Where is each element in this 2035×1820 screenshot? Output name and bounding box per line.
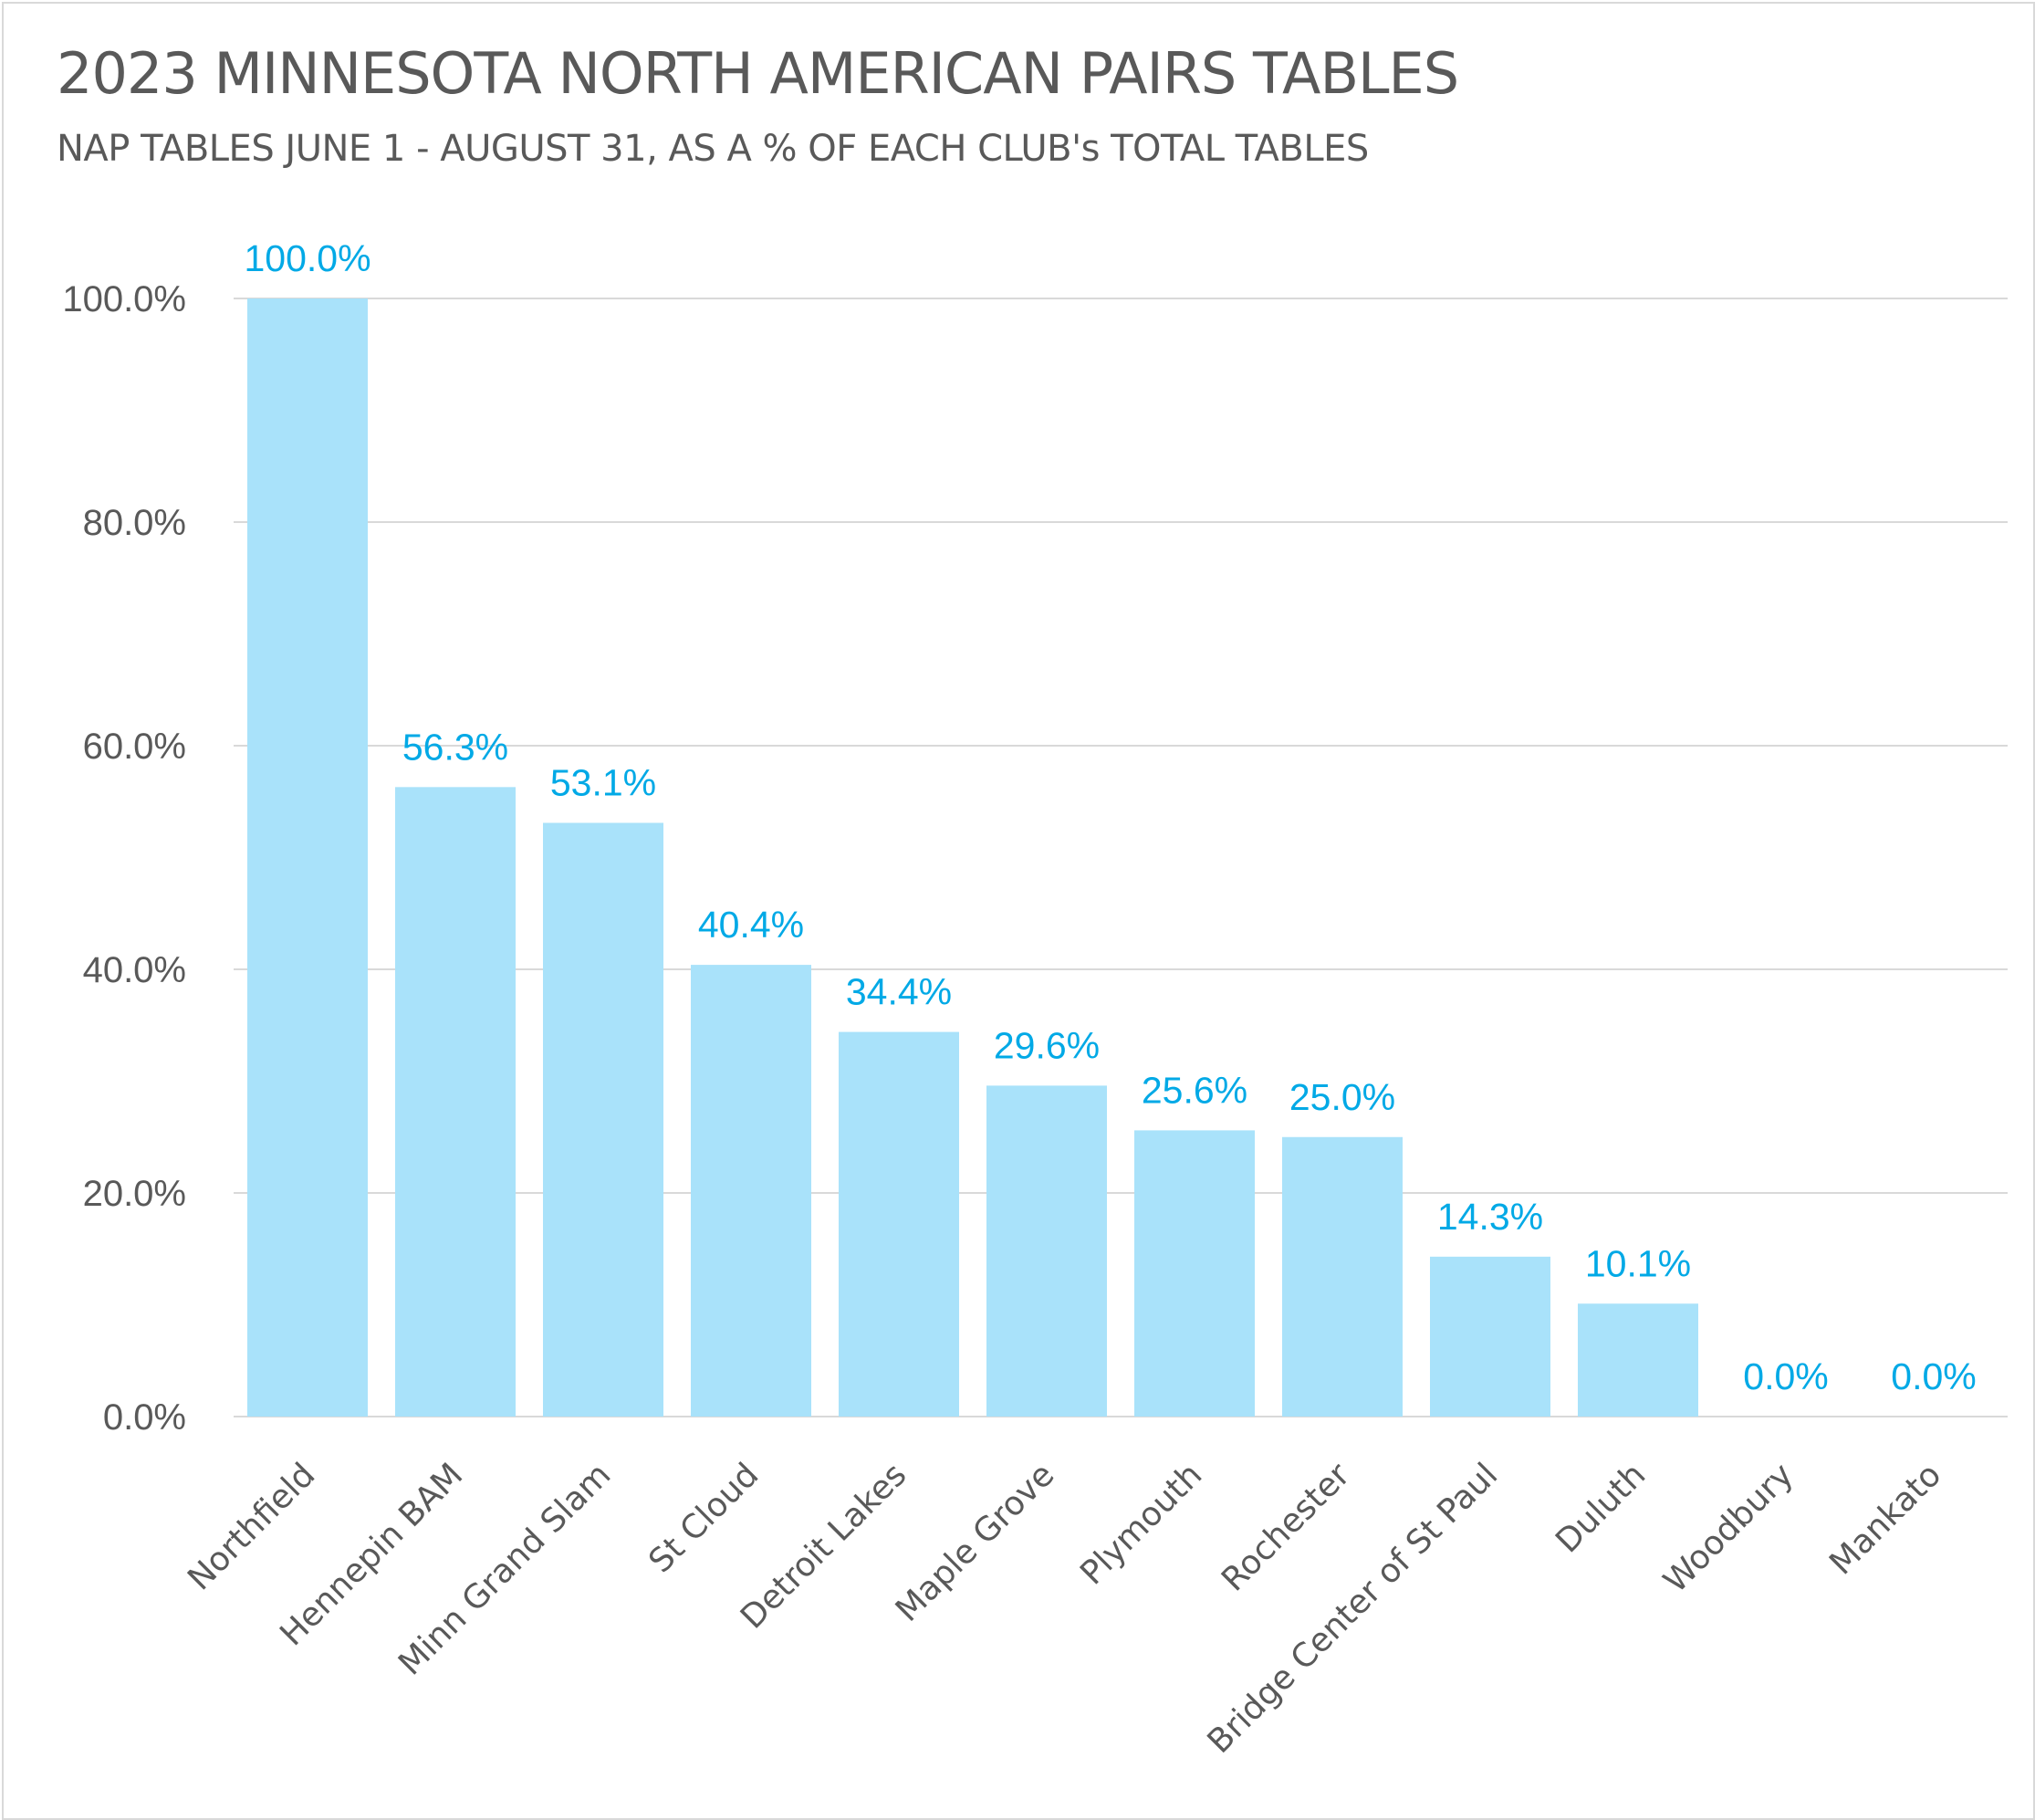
- y-tick-label: 60.0%: [83, 727, 186, 767]
- bar: [395, 787, 516, 1417]
- x-tick-label: Woodbury: [1657, 1456, 1801, 1600]
- data-label: 25.0%: [1289, 1076, 1395, 1118]
- bar: [1430, 1256, 1550, 1417]
- data-label: 34.4%: [846, 971, 952, 1013]
- data-label: 0.0%: [1743, 1355, 1828, 1397]
- x-tick-label: Bridge Center of St Paul: [1201, 1456, 1506, 1761]
- data-label: 14.3%: [1437, 1196, 1543, 1238]
- data-label: 10.1%: [1585, 1242, 1691, 1284]
- bar: [247, 298, 368, 1417]
- x-tick-label: Rochester: [1215, 1456, 1357, 1598]
- chart-subtitle: NAP TABLES JUNE 1 - AUGUST 31, AS A % OF…: [57, 128, 1369, 170]
- bar: [986, 1085, 1107, 1417]
- x-tick-label: Mankato: [1822, 1456, 1948, 1582]
- data-label: 25.6%: [1142, 1069, 1247, 1111]
- gridlines: [234, 298, 2008, 1417]
- data-labels: 100.0% 56.3% 53.1% 40.4% 34.4% 29.6% 25.6% 25.0…: [244, 237, 1976, 1397]
- bar: [691, 965, 811, 1417]
- x-tick-label: Plymouth: [1073, 1456, 1209, 1592]
- chart-title: 2023 MINNESOTA NORTH AMERICAN PAIRS TABL…: [57, 40, 1459, 107]
- bar: [839, 1031, 959, 1417]
- bar: [543, 822, 663, 1417]
- y-tick-label: 80.0%: [83, 503, 186, 543]
- data-label: 40.4%: [698, 904, 804, 946]
- bar: [1282, 1136, 1403, 1417]
- y-tick-label: 20.0%: [83, 1174, 186, 1214]
- x-tick-label: Duluth: [1549, 1456, 1653, 1560]
- data-label: 56.3%: [402, 726, 508, 768]
- data-label: 53.1%: [550, 762, 656, 804]
- y-axis-ticks: 0.0% 20.0% 40.0% 60.0% 80.0% 100.0%: [62, 279, 186, 1438]
- y-tick-label: 40.0%: [83, 950, 186, 990]
- data-label: 0.0%: [1891, 1355, 1976, 1397]
- x-tick-label: Maple Grove: [889, 1456, 1061, 1628]
- data-label: 29.6%: [994, 1024, 1100, 1066]
- bar: [1134, 1130, 1255, 1417]
- bar: [1578, 1303, 1698, 1417]
- x-tick-label: St Cloud: [642, 1456, 766, 1580]
- y-tick-label: 0.0%: [103, 1397, 186, 1438]
- bars: [247, 298, 1698, 1417]
- y-tick-label: 100.0%: [62, 279, 186, 319]
- data-label: 100.0%: [244, 237, 370, 279]
- x-tick-label: Northfield: [181, 1456, 322, 1597]
